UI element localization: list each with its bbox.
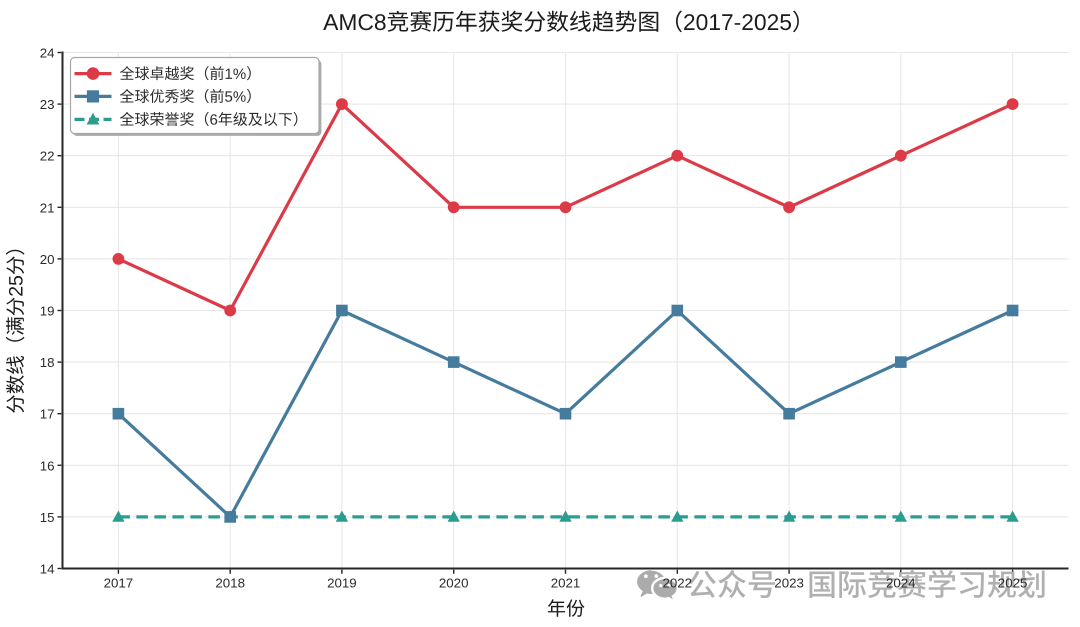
svg-text:24: 24: [40, 46, 55, 61]
svg-text:16: 16: [40, 458, 55, 473]
svg-text:23: 23: [40, 97, 55, 112]
svg-text:18: 18: [40, 355, 55, 370]
svg-text:20: 20: [40, 252, 55, 267]
svg-text:2024: 2024: [886, 576, 916, 591]
svg-text:2017: 2017: [104, 576, 134, 591]
svg-text:15: 15: [40, 510, 55, 525]
svg-text:22: 22: [40, 149, 55, 164]
svg-text:2022: 2022: [663, 576, 693, 591]
svg-text:2023: 2023: [774, 576, 804, 591]
svg-text:14: 14: [40, 562, 55, 577]
svg-text:21: 21: [40, 200, 55, 215]
svg-text:2021: 2021: [551, 576, 581, 591]
svg-text:2019: 2019: [327, 576, 357, 591]
svg-text:19: 19: [40, 304, 55, 319]
svg-text:2018: 2018: [215, 576, 245, 591]
svg-text:2020: 2020: [439, 576, 469, 591]
svg-text:17: 17: [40, 407, 55, 422]
svg-text:2025: 2025: [998, 576, 1028, 591]
